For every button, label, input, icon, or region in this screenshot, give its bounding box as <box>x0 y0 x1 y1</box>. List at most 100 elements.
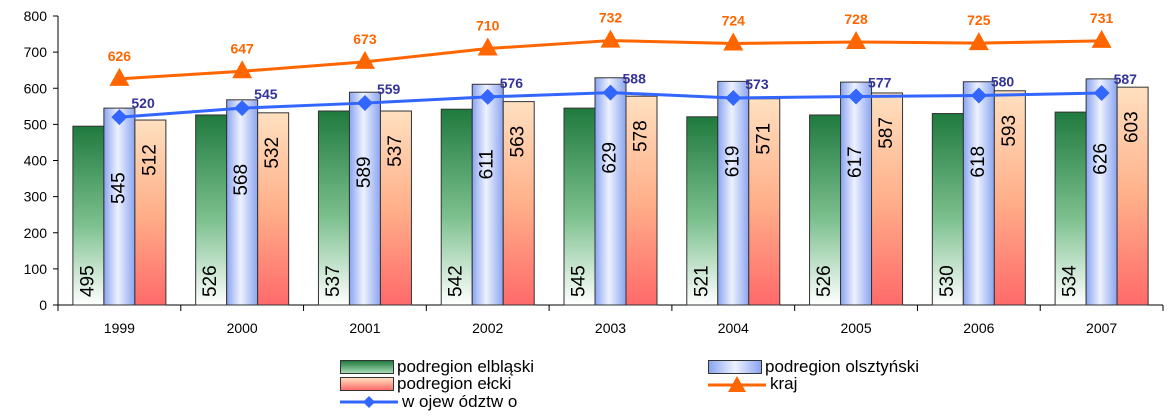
label-wojewodztwo: 573 <box>745 76 769 92</box>
marker-wojewodztwo <box>1093 84 1110 101</box>
bar-olsztynski-label: 626 <box>1091 143 1112 175</box>
marker-kraj <box>723 32 744 51</box>
bar-elblaski <box>195 114 228 306</box>
marker-kraj <box>477 37 498 56</box>
bar-olsztynski-label: 618 <box>968 146 989 178</box>
bar-olsztynski <box>717 80 750 306</box>
marker-wojewodztwo <box>725 90 742 107</box>
x-tick-label: 2002 <box>472 320 503 336</box>
bar-elcki-label: 563 <box>508 126 529 158</box>
marker-wojewodztwo <box>848 88 865 105</box>
label-kraj: 728 <box>844 11 868 27</box>
bar-elblaski-label: 534 <box>1060 265 1081 297</box>
marker-wojewodztwo <box>602 84 619 101</box>
x-tick-label: 1999 <box>104 320 135 336</box>
bar-elblaski <box>72 125 105 306</box>
bar-olsztynski-label: 611 <box>477 149 498 179</box>
marker-kraj <box>846 31 867 50</box>
bar-olsztynski-label: 568 <box>231 164 252 196</box>
label-wojewodztwo: 520 <box>131 95 155 111</box>
bar-olsztynski <box>226 99 259 306</box>
x-tick-label: 2001 <box>349 320 380 336</box>
label-wojewodztwo: 577 <box>868 75 892 91</box>
bar-olsztynski <box>471 83 504 306</box>
marker-kraj <box>968 32 989 51</box>
bar-olsztynski <box>348 91 381 306</box>
marker-wojewodztwo <box>479 88 496 105</box>
x-tick-label: 2000 <box>227 320 258 336</box>
marker-wojewodztwo <box>234 100 251 117</box>
label-wojewodztwo: 576 <box>500 75 524 91</box>
label-kraj: 710 <box>476 18 500 34</box>
y-tick-label: 0 <box>39 297 47 313</box>
x-tick-label: 2006 <box>963 320 994 336</box>
bar-olsztynski <box>1085 78 1118 306</box>
bar-elcki-label: 603 <box>1122 111 1143 143</box>
bar-elcki-label: 571 <box>753 123 774 155</box>
bar-elcki <box>625 95 658 306</box>
label-kraj: 731 <box>1090 10 1114 26</box>
marker-wojewodztwo <box>356 95 373 112</box>
bar-elcki <box>502 101 535 306</box>
bar-elblaski-label: 530 <box>937 265 958 297</box>
y-tick-label: 200 <box>24 225 48 241</box>
bar-elcki-label: 532 <box>262 137 283 169</box>
x-tick-label: 2005 <box>840 320 871 336</box>
bar-elblaski <box>809 114 842 306</box>
bar-olsztynski <box>594 77 627 306</box>
label-kraj: 647 <box>230 40 254 56</box>
bar-olsztynski <box>840 81 873 306</box>
y-tick-label: 500 <box>24 116 48 132</box>
bar-elblaski-label: 521 <box>691 265 712 297</box>
marker-kraj <box>109 67 130 86</box>
bar-elblaski <box>1054 111 1087 306</box>
bar-elcki <box>134 119 167 306</box>
y-tick-label: 400 <box>24 153 48 169</box>
bar-elblaski-label: 537 <box>323 265 344 297</box>
lines <box>109 29 1112 126</box>
label-kraj: 732 <box>599 10 623 26</box>
y-tick-label: 100 <box>24 261 48 277</box>
x-tick-label: 2003 <box>595 320 626 336</box>
label-wojewodztwo: 559 <box>377 81 401 97</box>
bar-elcki-label: 578 <box>631 120 652 152</box>
bar-elblaski-label: 526 <box>814 265 835 297</box>
y-tick-label: 600 <box>24 80 48 96</box>
bar-elblaski-label: 526 <box>200 265 221 297</box>
bar-olsztynski <box>103 107 136 306</box>
bar-olsztynski-label: 545 <box>108 172 129 204</box>
label-wojewodztwo: 588 <box>623 71 647 87</box>
axes: 0 100 200 300 400 500 600 700 800 1999 2000 2001 200… <box>24 8 1164 336</box>
marker-kraj <box>600 29 621 48</box>
label-wojewodztwo: 587 <box>1114 71 1138 87</box>
bar-elblaski-label: 495 <box>77 265 98 297</box>
bar-olsztynski-label: 589 <box>354 156 375 188</box>
label-kraj: 626 <box>108 48 132 64</box>
marker-wojewodztwo <box>970 87 987 104</box>
bar-elblaski <box>317 110 350 306</box>
bar-elcki <box>379 110 412 306</box>
bar-elblaski <box>563 107 596 306</box>
marker-kraj <box>354 50 375 69</box>
bar-olsztynski-label: 617 <box>845 146 866 178</box>
bar-elblaski-label: 542 <box>446 265 467 297</box>
marker-kraj <box>232 60 253 79</box>
label-wojewodztwo: 545 <box>254 86 278 102</box>
bar-elblaski <box>686 116 719 306</box>
bar-elblaski-label: 545 <box>569 265 590 297</box>
marker-wojewodztwo <box>111 109 128 126</box>
label-kraj: 725 <box>967 12 991 28</box>
bar-elcki-label: 587 <box>876 117 897 149</box>
y-tick-label: 800 <box>24 8 48 24</box>
y-tick-label: 700 <box>24 44 48 60</box>
bar-elblaski <box>931 113 964 306</box>
y-tick-label: 300 <box>24 189 48 205</box>
bar-elcki-label: 512 <box>139 144 160 176</box>
label-kraj: 673 <box>353 31 377 47</box>
label-kraj: 724 <box>722 12 746 28</box>
bar-elcki-label: 593 <box>999 115 1020 147</box>
bar-olsztynski-label: 629 <box>600 142 621 174</box>
data-labels: 495 545 512 526 568 532 537 589 537 542 611 563 545 6… <box>77 10 1142 297</box>
x-tick-label: 2004 <box>718 320 749 336</box>
